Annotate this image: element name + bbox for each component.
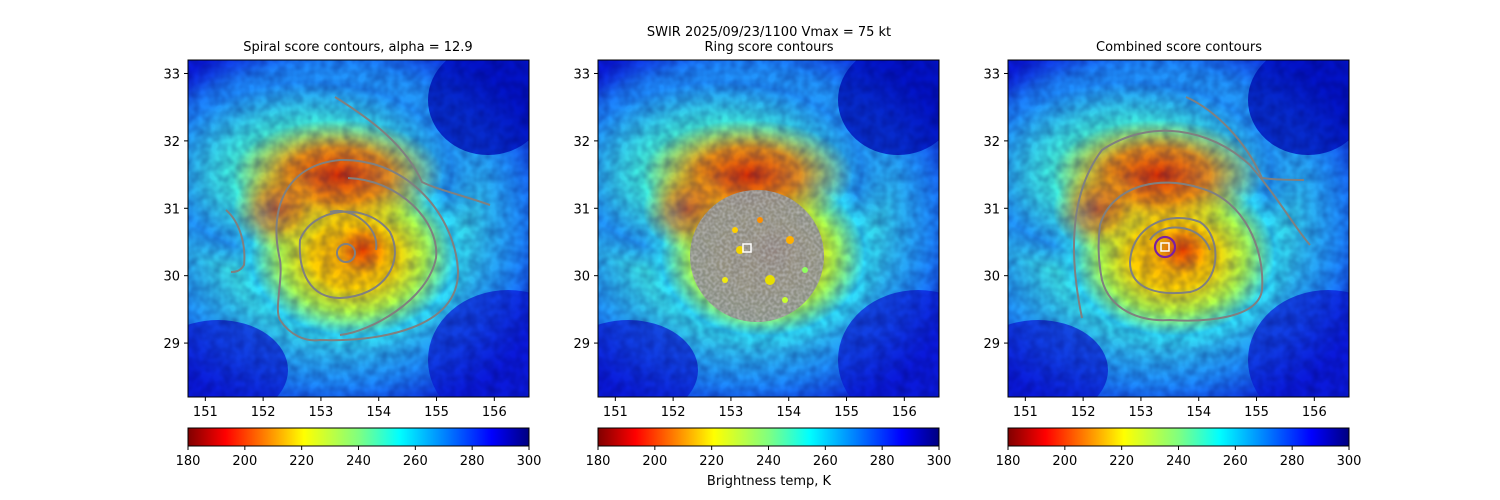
y-ticks: 29 30 31 32 33	[163, 67, 188, 352]
colorbar-tick-label: 220	[699, 454, 724, 469]
contour-line	[1128, 217, 1217, 295]
colorbar-tick-label: 300	[927, 454, 952, 469]
y-tick-label: 32	[573, 135, 590, 150]
x-ticks: 151 152 153 154 155 156	[603, 397, 917, 420]
y-tick-label: 29	[573, 337, 590, 352]
colorbar-tick-label: 280	[870, 454, 895, 469]
x-tick-label: 153	[309, 405, 334, 420]
colorbar-tick-label: 300	[517, 454, 542, 469]
x-tick-label: 156	[482, 405, 507, 420]
contour-line	[334, 96, 491, 206]
axes-frame	[187, 59, 530, 398]
colorbar-tick-label: 220	[1109, 454, 1134, 469]
x-tick-label: 156	[892, 405, 917, 420]
panel-ring: Ring score contours 151 152 153 154 155 156 2…	[573, 40, 952, 489]
contour-line	[275, 158, 460, 342]
contour-line	[1185, 96, 1305, 181]
contour-line	[298, 210, 396, 300]
y-tick-label: 33	[983, 67, 1000, 82]
y-tick-label: 29	[983, 337, 1000, 352]
x-tick-label: 154	[776, 405, 801, 420]
y-tick-label: 29	[163, 337, 180, 352]
x-tick-label: 155	[834, 405, 859, 420]
center-circle	[1153, 235, 1177, 259]
x-tick-label: 152	[251, 405, 276, 420]
contour-line	[336, 243, 356, 263]
colorbar-tick-label: 220	[289, 454, 314, 469]
contour-line	[225, 209, 246, 273]
contours	[690, 190, 824, 322]
x-ticks: 151 152 153 154 155 156	[1013, 397, 1327, 420]
x-tick-label: 153	[719, 405, 744, 420]
x-tick-label: 151	[1013, 405, 1038, 420]
x-ticks: 151 152 153 154 155 156	[193, 397, 507, 420]
panel-combined: Combined score contours 151 152 153 154 155 1…	[983, 40, 1362, 469]
colorbar-tick-label: 280	[1280, 454, 1305, 469]
panel-title: Ring score contours	[704, 40, 833, 55]
x-tick-label: 152	[661, 405, 686, 420]
contours	[225, 96, 491, 342]
colorbar-tick-label: 200	[1052, 454, 1077, 469]
center-marker	[1160, 242, 1170, 252]
contour-line	[329, 209, 378, 251]
colorbar-tick-label: 180	[176, 454, 201, 469]
colorbar-tick-label: 200	[642, 454, 667, 469]
colorbar-tick-label: 240	[346, 454, 371, 469]
colorbar-tick-label: 240	[756, 454, 781, 469]
colorbar-tick-label: 300	[1337, 454, 1362, 469]
y-tick-label: 32	[983, 135, 1000, 150]
y-tick-label: 33	[573, 67, 590, 82]
panel-title: Combined score contours	[1096, 40, 1262, 55]
x-tick-label: 151	[193, 405, 218, 420]
panel-spiral: Spiral score contours, alpha = 12.9 151 1…	[108, 25, 588, 469]
center-marker	[742, 243, 752, 253]
y-ticks: 29 30 31 32 33	[983, 67, 1008, 352]
x-tick-label: 152	[1071, 405, 1096, 420]
figure-suptitle: SWIR 2025/09/23/1100 Vmax = 75 kt	[647, 25, 891, 40]
contour-line	[1097, 181, 1264, 322]
y-tick-label: 31	[983, 202, 1000, 217]
y-ticks: 29 30 31 32 33	[573, 67, 598, 352]
colorbar: 180 200 220 240 260 280 300	[176, 427, 542, 469]
colorbar-tick-label: 280	[460, 454, 485, 469]
colorbar-tick-label: 260	[813, 454, 838, 469]
y-tick-label: 30	[163, 270, 180, 285]
x-tick-label: 155	[424, 405, 449, 420]
x-tick-label: 151	[603, 405, 628, 420]
colorbar-tick-label: 180	[586, 454, 611, 469]
y-tick-label: 30	[573, 270, 590, 285]
y-tick-label: 33	[163, 67, 180, 82]
contour-line	[339, 177, 438, 336]
x-tick-label: 153	[1129, 405, 1154, 420]
colorbar-tick-label: 200	[232, 454, 257, 469]
colorbar-tick-label: 180	[996, 454, 1021, 469]
x-tick-label: 154	[366, 405, 391, 420]
contour-line	[1073, 129, 1311, 319]
contours	[1073, 96, 1311, 322]
y-tick-label: 31	[163, 202, 180, 217]
colorbar: 180 200 220 240 260 280 300 Brightness temp, K	[586, 427, 952, 489]
y-tick-label: 31	[573, 202, 590, 217]
y-tick-label: 30	[983, 270, 1000, 285]
colorbar-tick-label: 260	[1223, 454, 1248, 469]
colorbar-tick-label: 240	[1166, 454, 1191, 469]
satellite-image	[108, 25, 588, 430]
colorbar: 180 200 220 240 260 280 300	[996, 427, 1362, 469]
x-tick-label: 155	[1244, 405, 1269, 420]
x-tick-label: 156	[1302, 405, 1327, 420]
x-tick-label: 154	[1186, 405, 1211, 420]
colorbar-label: Brightness temp, K	[707, 474, 832, 489]
y-tick-label: 32	[163, 135, 180, 150]
contour-line	[1149, 226, 1211, 251]
panel-title: Spiral score contours, alpha = 12.9	[243, 40, 472, 55]
colorbar-tick-label: 260	[403, 454, 428, 469]
axes-frame	[1007, 59, 1350, 398]
axes-frame	[597, 59, 940, 398]
